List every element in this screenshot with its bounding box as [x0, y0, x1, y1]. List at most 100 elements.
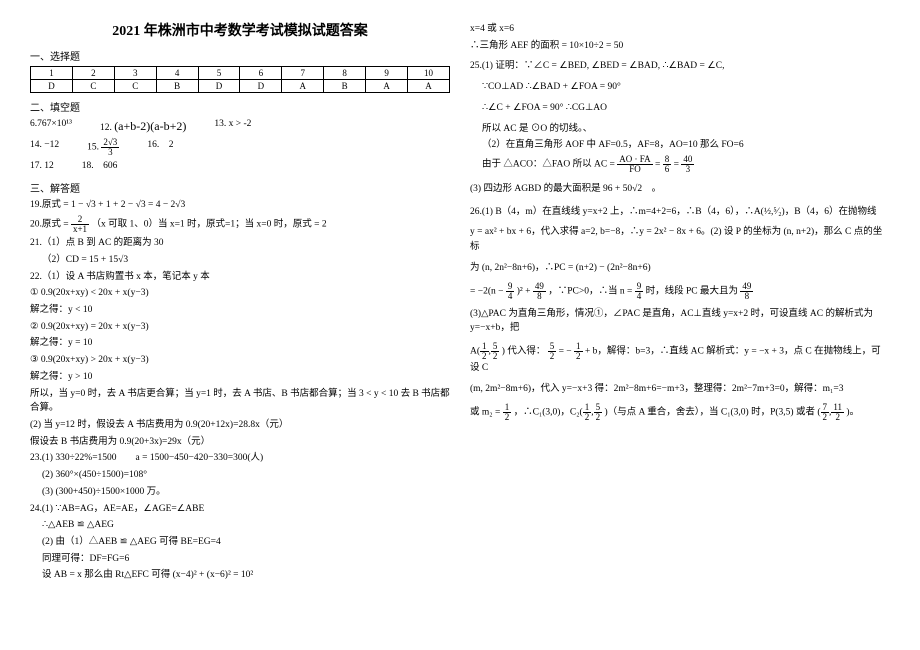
q22d: ② 0.9(20x+xy) = 20x + x(y−3) [30, 320, 450, 335]
cell: C [114, 80, 156, 93]
text: 20.原式 = [30, 220, 69, 230]
q25d: 所以 AC 是 ⊙O 的切线。、 [470, 122, 890, 137]
q23a: 23.(1) 330÷22%=1500 a = 1500−450−420−330… [30, 451, 450, 466]
text: )（与点 A 重合，舍去），当 C₁(3,0) 时，P(3,5) 或者 ( [604, 407, 820, 417]
section-fill: 二、填空题 [30, 99, 450, 114]
den: x+1 [71, 225, 89, 234]
eq: = [674, 160, 679, 170]
fill-14: 14. −12 [30, 138, 59, 157]
den: 2 [574, 352, 583, 361]
cell: A [408, 80, 450, 93]
den: 2 [583, 413, 592, 422]
den: 6 [663, 165, 672, 174]
table-row: D C C B D D A B A A [31, 80, 450, 93]
num: 7 [821, 403, 830, 413]
text: ，∴C₁(3,0)，C₂( [514, 407, 583, 417]
q24d: 同理可得：DF=FG=6 [30, 552, 450, 567]
q26h: 或 m₂ = 12 ，∴C₁(3,0)，C₂(12,52 )（与点 A 重合，舍… [470, 403, 890, 422]
cell: 10 [408, 67, 450, 80]
den: 2 [548, 352, 557, 361]
cell: 9 [366, 67, 408, 80]
fill-12: 12. (a+b-2)(a-b+2) [100, 117, 186, 136]
num: 5 [594, 403, 603, 413]
text: 由于 △ACO：△FAO 所以 AC = [482, 160, 615, 170]
fill-13: 13. x > -2 [214, 117, 251, 136]
q22f: ③ 0.9(20x+xy) > 20x + x(y−3) [30, 353, 450, 368]
text: 或 m₂ = [470, 407, 500, 417]
q20: 20.原式 = 2x+1 （x 可取 1、0）当 x=1 时，原式=1；当 x=… [30, 215, 450, 234]
fill-row-1: 6.767×10¹³ 12. (a+b-2)(a-b+2) 13. x > -2 [30, 117, 450, 136]
fill-16: 16. 2 [147, 138, 173, 157]
cell: D [198, 80, 240, 93]
den: 8 [533, 292, 546, 301]
section-choice: 一、选择题 [30, 48, 450, 63]
q26f: A(12,52 ) 代入得： 52 = − 12 + b，解得：b=3，∴直线 … [470, 342, 890, 376]
text: ，∵PC>0，∴当 n = [548, 286, 632, 296]
den: 3 [681, 165, 694, 174]
text: A( [470, 347, 480, 357]
fill-11: 6.767×10¹³ [30, 117, 72, 136]
fill-15: 15. 2√33 [87, 138, 119, 157]
text: )² + [517, 286, 531, 296]
q22j: 假设去 B 书店费用为 0.9(20+3x)=29x（元） [30, 435, 450, 450]
den: 2 [831, 413, 844, 422]
q21b: （2）CD = 15 + 15√3 [30, 253, 450, 268]
text: )。 [846, 407, 859, 417]
fill-18: 18. 606 [82, 159, 118, 174]
cell: 5 [198, 67, 240, 80]
cell: A [366, 80, 408, 93]
q22i: (2) 当 y=12 时，假设去 A 书店费用为 0.9(20+12x)=28.… [30, 418, 450, 433]
q21a: 21.（1）点 B 到 AC 的距离为 30 [30, 236, 450, 251]
den: 2 [480, 352, 489, 361]
q22b: ① 0.9(20x+xy) < 20x + x(y−3) [30, 286, 450, 301]
q26c: 为 (n, 2n²−8n+6)，∴PC = (n+2) − (2n²−8n+6) [470, 261, 890, 276]
den: 4 [635, 292, 644, 301]
eq: = [655, 160, 660, 170]
cell: A [282, 80, 324, 93]
cell: 8 [324, 67, 366, 80]
doc-title: 2021 年株洲市中考数学考试模拟试题答案 [30, 20, 450, 40]
q25b: ∵CO⊥AD ∴∠BAD + ∠FOA = 90° [470, 80, 890, 95]
cell: 3 [114, 67, 156, 80]
q26b: y = ax² + bx + 6，代入求得 a=2, b=−8，∴y = 2x²… [470, 225, 890, 254]
den: 4 [506, 292, 515, 301]
q26d: = −2(n − 94 )² + 498 ，∵PC>0，∴当 n = 94 时，… [470, 282, 890, 301]
q19: 19.原式 = 1 − √3 + 1 + 2 − √3 = 4 − 2√3 [30, 198, 450, 213]
num: 11 [831, 403, 844, 413]
cell: 4 [156, 67, 198, 80]
left-column: 2021 年株洲市中考数学考试模拟试题答案 一、选择题 1 2 3 4 5 6 … [30, 20, 450, 630]
den: 2 [594, 413, 603, 422]
cell: B [156, 80, 198, 93]
section-solve: 三、解答题 [30, 180, 450, 195]
den: 2 [503, 413, 512, 422]
q26g: (m, 2m²−8m+6)，代入 y=−x+3 得：2m²−8m+6=−m+3，… [470, 382, 890, 397]
q24c: (2) 由（1）△AEB ≌ △AEG 可得 BE=EG=4 [30, 535, 450, 550]
q25e: （2）在直角三角形 AOF 中 AF=0.5，AF=8，AO=10 那么 FO=… [470, 138, 890, 153]
cell: 6 [240, 67, 282, 80]
q22h: 所以，当 y=0 时，去 A 书店更合算；当 y=1 时，去 A 书店、B 书店… [30, 387, 450, 416]
q25g: (3) 四边形 AGBD 的最大面积是 96 + 50√2 。 [470, 182, 890, 197]
choice-table: 1 2 3 4 5 6 7 8 9 10 D C C B D D A B A A [30, 66, 450, 93]
label: 15. [87, 143, 99, 153]
cell: 1 [31, 67, 73, 80]
q22c: 解之得：y < 10 [30, 303, 450, 318]
q25c: ∴∠C + ∠FOA = 90° ∴CG⊥AO [470, 101, 890, 116]
r1: x=4 或 x=6 [470, 22, 890, 37]
q23b: (2) 360°×(450÷1500)=108° [30, 468, 450, 483]
fill-17: 17. 12 [30, 159, 54, 174]
text: （x 可取 1、0）当 x=1 时，原式=1；当 x=0 时，原式 = 2 [91, 220, 326, 230]
q26e: (3)△PAC 为直角三角形，情况①，∠PAC 是直角，AC⊥直线 y=x+2 … [470, 307, 890, 336]
table-row: 1 2 3 4 5 6 7 8 9 10 [31, 67, 450, 80]
cell: D [31, 80, 73, 93]
q25a: 25.(1) 证明：∵∠C = ∠BED, ∠BED = ∠BAD, ∴∠BAD… [470, 59, 890, 74]
q24b: ∴△AEB ≌ △AEG [30, 518, 450, 533]
text: = −2(n − [470, 286, 504, 296]
den: 8 [740, 292, 753, 301]
value: (a+b-2)(a-b+2) [114, 119, 186, 133]
den: 2 [821, 413, 830, 422]
fill-row-3: 17. 12 18. 606 [30, 159, 450, 174]
q24a: 24.(1) ∵AB=AG，AE=AE，∠AGE=∠ABE [30, 502, 450, 517]
cell: 2 [72, 67, 114, 80]
cell: B [324, 80, 366, 93]
cell: 7 [282, 67, 324, 80]
